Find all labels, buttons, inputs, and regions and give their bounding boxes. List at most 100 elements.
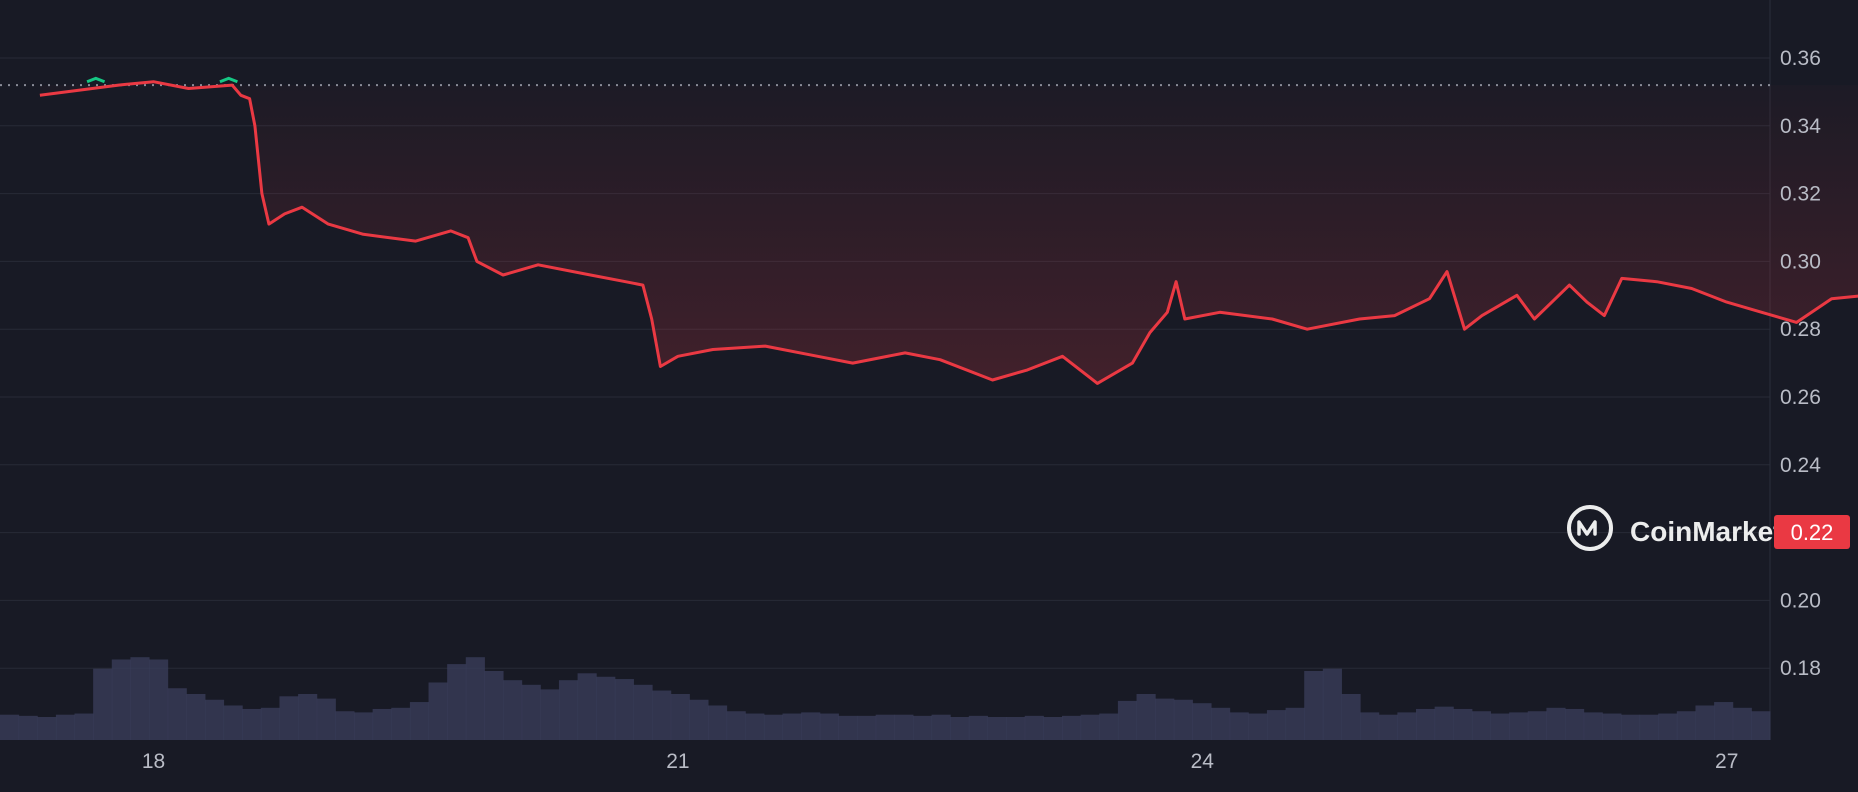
price-area-fill (39, 81, 1858, 384)
volume-bar (558, 680, 579, 740)
x-axis: 18212427May47101316 (142, 750, 1739, 773)
price-up-segment (86, 76, 106, 84)
volume-bar (708, 705, 728, 740)
volume-bar (37, 717, 57, 740)
x-tick-label: 27 (1715, 750, 1738, 773)
volume-bar (93, 668, 113, 740)
volume-bar (354, 712, 374, 740)
y-tick-label: 0.32 (1780, 183, 1821, 206)
y-tick-label: 0.18 (1780, 657, 1821, 680)
volume-bar (279, 696, 299, 740)
volume-bar (614, 679, 634, 740)
volume-bar (763, 714, 784, 740)
volume-bar (1099, 713, 1119, 740)
price-up-segment (219, 76, 238, 84)
y-tick-label: 0.34 (1780, 115, 1821, 138)
volume-bar (633, 684, 653, 740)
volume-bar (372, 708, 392, 740)
volume-bar (1322, 668, 1342, 740)
volume-bar (1695, 705, 1715, 740)
volume-bar (745, 713, 765, 740)
volume-bar (931, 714, 951, 740)
volume-bar (447, 664, 467, 740)
volume-bar (1471, 711, 1492, 740)
volume-bars (0, 657, 1771, 740)
x-tick-label: 21 (666, 750, 689, 773)
volume-bar (1602, 713, 1622, 740)
volume-bar (1117, 700, 1138, 740)
volume-bar (801, 712, 821, 740)
volume-bar (18, 715, 38, 740)
volume-bar (1043, 717, 1063, 740)
volume-bar (1397, 712, 1417, 740)
volume-bar (1378, 714, 1398, 740)
volume-bar (838, 715, 858, 740)
volume-bar (484, 671, 504, 740)
volume-bar (987, 717, 1007, 740)
volume-bar (1173, 699, 1193, 740)
volume-bar (912, 715, 933, 740)
volume-bar (223, 705, 243, 740)
volume-bar (74, 713, 94, 740)
volume-bar (1155, 698, 1175, 740)
volume-bar (1062, 715, 1082, 740)
volume-bar (689, 699, 709, 740)
volume-bar (1229, 712, 1249, 740)
volume-bar (1509, 712, 1529, 740)
volume-bar (1416, 708, 1436, 740)
volume-bar (260, 707, 280, 740)
x-tick-label: 24 (1191, 750, 1215, 773)
volume-bar (1527, 711, 1547, 740)
volume-bar (428, 682, 448, 740)
volume-bar (1751, 711, 1771, 740)
volume-bar (1546, 707, 1566, 740)
volume-bar (894, 714, 914, 740)
volume-bar (1211, 707, 1231, 740)
volume-bar (1732, 707, 1752, 740)
volume-bar (1192, 703, 1212, 740)
volume-bar (950, 717, 970, 740)
price-up-segments (86, 76, 238, 84)
volume-bar (167, 688, 187, 740)
price-line (39, 80, 1858, 385)
volume-bar (652, 690, 672, 740)
volume-bar (726, 711, 746, 740)
volume-bar (1360, 712, 1380, 740)
volume-bar (1304, 671, 1324, 740)
volume-bar (242, 708, 262, 740)
volume-bar (298, 694, 318, 740)
volume-bar (503, 680, 523, 740)
volume-bar (577, 673, 597, 740)
volume-bar (0, 714, 20, 740)
volume-bar (1080, 714, 1100, 740)
volume-bar (875, 714, 895, 740)
volume-bar (335, 711, 355, 740)
volume-bar (465, 657, 485, 740)
volume-bar (1006, 717, 1026, 740)
volume-bar (1136, 694, 1156, 740)
y-tick-label: 0.28 (1780, 318, 1821, 341)
volume-bar (409, 702, 430, 740)
volume-bar (819, 713, 839, 740)
volume-bar (1676, 711, 1696, 740)
y-tick-label: 0.30 (1780, 250, 1821, 273)
volume-bar (130, 657, 150, 740)
volume-bar (857, 715, 877, 740)
x-tick-label: 18 (142, 750, 165, 773)
volume-bar (1024, 715, 1044, 740)
volume-bar (1565, 708, 1585, 740)
volume-bar (391, 707, 411, 740)
volume-bar (540, 689, 560, 740)
volume-bar (1248, 713, 1268, 740)
volume-bar (1285, 707, 1305, 740)
volume-bar (1453, 708, 1473, 740)
volume-bar (1620, 714, 1641, 740)
y-tick-label: 0.24 (1780, 454, 1821, 477)
y-tick-label: 0.20 (1780, 589, 1821, 612)
volume-bar (670, 694, 690, 740)
volume-bar (149, 659, 169, 740)
y-tick-label: 0.36 (1780, 47, 1821, 70)
volume-bar (1434, 706, 1454, 740)
